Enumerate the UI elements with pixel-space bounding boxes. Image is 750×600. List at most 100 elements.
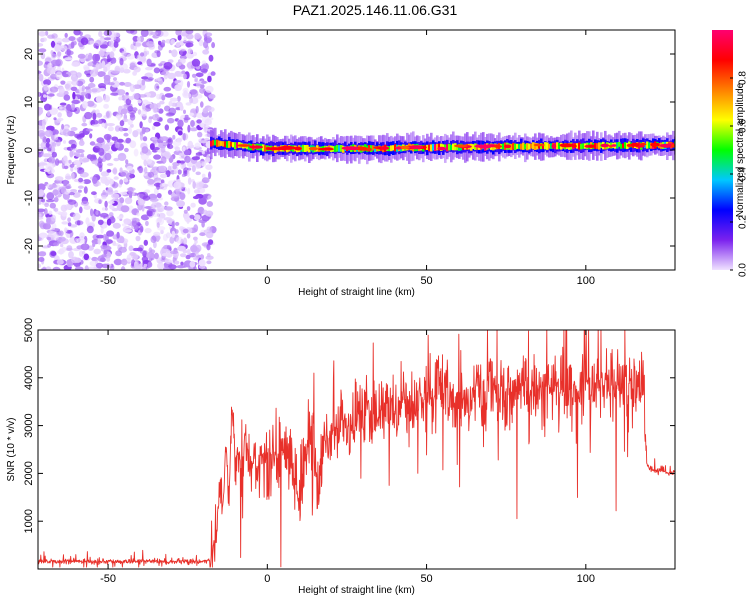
noise-speckle <box>152 201 157 206</box>
spectrogram-axes: -50 0 50 100 -20 -10 0 10 20 <box>23 30 675 287</box>
band-core <box>546 142 549 150</box>
noise-speckle <box>71 151 75 156</box>
noise-speckle <box>172 164 177 170</box>
noise-speckle <box>57 236 66 242</box>
noise-speckle <box>41 198 46 203</box>
noise-speckle <box>51 214 57 222</box>
noise-speckle <box>145 66 153 71</box>
noise-speckle <box>178 152 185 157</box>
noise-speckle <box>189 214 195 219</box>
noise-speckle <box>157 217 162 224</box>
noise-speckle <box>147 178 155 185</box>
noise-speckle <box>175 188 180 197</box>
noise-speckle <box>211 42 216 49</box>
noise-speckle <box>77 185 84 189</box>
noise-speckle <box>75 154 83 158</box>
noise-speckle <box>119 191 128 195</box>
noise-speckle <box>65 185 72 190</box>
noise-speckle <box>190 144 195 149</box>
noise-speckle <box>98 50 105 57</box>
noise-speckle <box>167 72 176 80</box>
noise-speckle <box>77 53 86 59</box>
band-core <box>212 140 215 146</box>
noise-speckle <box>141 103 146 111</box>
noise-speckle <box>77 167 83 171</box>
noise-speckle <box>48 156 56 164</box>
noise-speckle <box>200 122 204 128</box>
band-core <box>472 144 475 149</box>
band-core <box>228 140 231 148</box>
band-peak <box>651 143 658 148</box>
noise-speckle <box>160 179 165 184</box>
noise-speckle <box>195 72 204 78</box>
band-core <box>514 143 517 150</box>
noise-speckle <box>108 40 114 48</box>
x-tick-label: 0 <box>264 275 270 287</box>
band-peak <box>600 143 610 148</box>
noise-speckle <box>190 120 195 127</box>
noise-region <box>38 30 217 270</box>
noise-speckle <box>121 223 127 227</box>
noise-speckle <box>117 153 127 161</box>
noise-speckle <box>132 40 136 46</box>
noise-speckle <box>170 39 176 44</box>
noise-speckle <box>128 96 134 101</box>
noise-speckle <box>161 252 169 257</box>
noise-speckle <box>149 198 159 202</box>
band-peak <box>236 144 251 147</box>
noise-speckle <box>185 102 192 106</box>
noise-speckle <box>111 70 121 74</box>
noise-speckle <box>43 94 47 98</box>
noise-speckle <box>79 96 84 101</box>
noise-speckle <box>121 50 127 56</box>
noise-speckle <box>61 123 65 130</box>
noise-speckle <box>88 40 95 45</box>
noise-speckle <box>194 239 198 244</box>
noise-speckle <box>38 107 44 115</box>
band-core <box>526 143 529 151</box>
noise-speckle <box>59 105 63 110</box>
noise-speckle <box>193 214 201 221</box>
noise-speckle <box>166 245 172 250</box>
noise-speckle <box>194 252 200 260</box>
noise-speckle <box>156 193 162 199</box>
noise-speckle <box>168 100 173 107</box>
band-core <box>658 143 661 149</box>
noise-speckle <box>185 254 191 260</box>
noise-speckle <box>58 86 65 95</box>
band-core <box>216 139 219 147</box>
noise-speckle <box>208 171 212 180</box>
noise-speckle <box>49 202 56 209</box>
noise-speckle <box>187 187 191 195</box>
band-core <box>234 142 237 150</box>
band-core <box>524 143 527 150</box>
noise-speckle <box>64 57 73 61</box>
noise-speckle <box>173 181 182 190</box>
band-peak <box>308 147 319 151</box>
noise-speckle <box>182 250 188 254</box>
noise-speckle <box>86 154 93 160</box>
noise-speckle <box>38 251 47 257</box>
noise-speckle <box>116 231 120 239</box>
noise-speckle <box>182 92 192 99</box>
noise-speckle <box>183 117 191 121</box>
noise-speckle <box>104 207 108 211</box>
noise-speckle <box>106 58 111 63</box>
snr-series <box>38 330 675 568</box>
band-core <box>334 145 337 153</box>
colorbar-gradient <box>712 30 733 270</box>
noise-speckle <box>192 195 200 200</box>
noise-speckle <box>50 40 56 48</box>
snr-y-label: SNR (10 * v/v) <box>6 418 17 482</box>
band-core <box>444 144 447 150</box>
noise-speckle <box>201 177 210 184</box>
band-core <box>220 141 223 146</box>
noise-speckle <box>54 134 59 141</box>
noise-speckle <box>45 31 49 36</box>
noise-speckle <box>205 37 211 44</box>
band-core <box>388 146 391 152</box>
noise-speckle <box>116 138 124 143</box>
noise-speckle <box>58 248 64 255</box>
noise-speckle <box>85 128 93 132</box>
noise-speckle <box>147 158 152 164</box>
